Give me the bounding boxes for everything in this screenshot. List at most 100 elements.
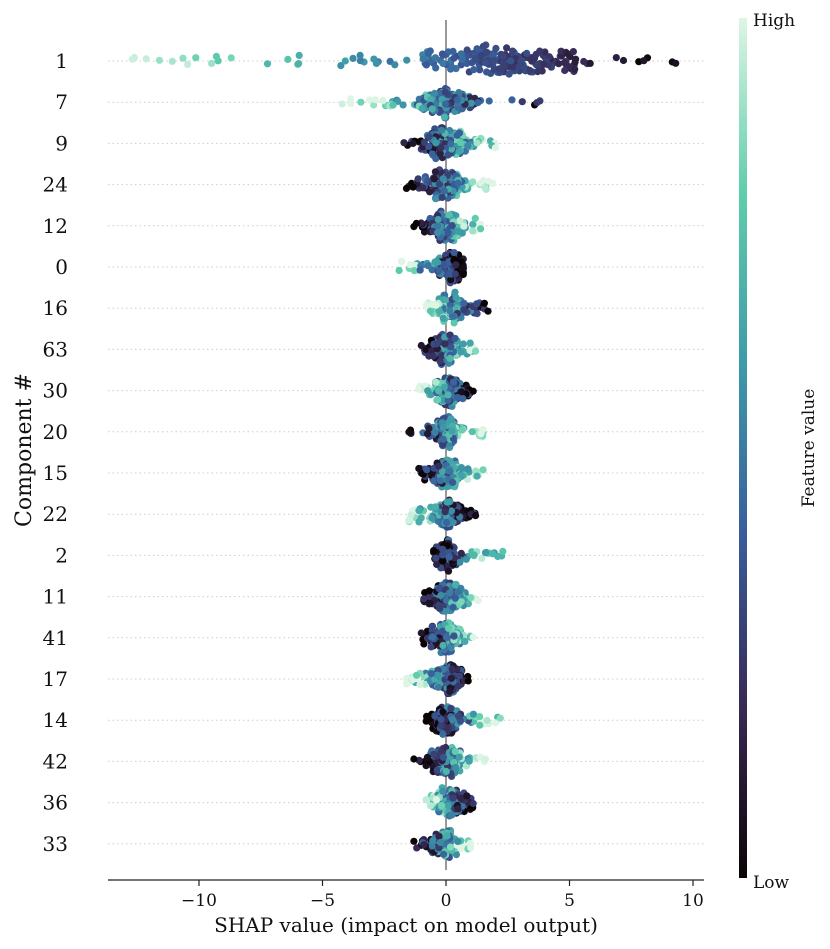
data-point <box>437 715 445 724</box>
data-point <box>448 63 456 71</box>
data-point <box>437 721 445 730</box>
data-point <box>440 850 448 858</box>
data-point <box>449 603 457 611</box>
data-point <box>444 396 452 404</box>
colorbar-title: Feature value <box>799 389 819 508</box>
data-point <box>439 545 447 553</box>
data-point <box>439 730 447 738</box>
data-point <box>491 144 499 152</box>
data-point <box>500 61 508 69</box>
x-ticks: −10 −5 0 5 10 <box>181 880 704 911</box>
data-point <box>436 477 445 485</box>
data-point <box>444 229 452 237</box>
data-point <box>432 139 440 147</box>
data-point <box>499 52 507 60</box>
data-point <box>410 755 418 763</box>
y-tick-label: 15 <box>43 461 68 485</box>
data-point <box>438 801 446 810</box>
data-point <box>430 175 438 183</box>
data-point <box>372 59 380 67</box>
y-tick-label: 14 <box>43 708 68 732</box>
data-point <box>532 50 540 59</box>
data-point <box>451 747 459 756</box>
data-point <box>433 560 441 568</box>
data-point <box>428 347 436 355</box>
data-point <box>473 139 481 147</box>
data-point <box>458 426 466 434</box>
data-point <box>536 97 544 105</box>
data-point <box>473 310 481 318</box>
row-guide-lines <box>108 60 704 845</box>
data-point <box>439 435 447 443</box>
data-point <box>479 466 487 474</box>
data-point <box>434 396 442 404</box>
data-point <box>442 633 450 641</box>
data-point <box>428 514 436 522</box>
data-point <box>561 66 569 75</box>
data-point <box>440 187 448 195</box>
data-point <box>534 68 542 76</box>
data-point <box>446 301 454 309</box>
data-point <box>417 341 425 350</box>
y-tick-label: 20 <box>43 420 68 444</box>
x-axis-title: SHAP value (impact on model output) <box>214 913 598 937</box>
data-point <box>422 61 430 69</box>
data-point <box>434 229 442 237</box>
data-point <box>415 385 423 393</box>
data-point <box>464 677 472 685</box>
x-tick-label: 5 <box>564 891 575 911</box>
data-point <box>569 48 578 56</box>
data-point <box>451 334 459 343</box>
data-point <box>435 307 443 315</box>
data-point <box>482 59 490 67</box>
x-tick-label: 10 <box>682 891 704 911</box>
data-point <box>450 319 458 327</box>
data-point <box>446 687 454 696</box>
data-point <box>406 261 414 269</box>
data-point <box>508 96 516 104</box>
data-point <box>420 841 428 849</box>
data-point <box>462 555 470 563</box>
data-point <box>505 70 513 78</box>
data-point <box>444 802 452 810</box>
data-point <box>434 222 442 230</box>
data-point <box>419 55 427 63</box>
data-point <box>432 195 440 203</box>
data-point <box>428 842 436 850</box>
data-point <box>451 288 459 296</box>
data-point <box>455 682 463 690</box>
data-point <box>580 57 588 66</box>
data-point <box>460 222 468 230</box>
data-point <box>436 838 444 847</box>
data-point <box>489 179 497 188</box>
data-point <box>425 133 433 141</box>
data-point <box>478 554 486 563</box>
data-point <box>446 354 454 362</box>
data-point <box>452 261 460 269</box>
data-point <box>426 307 435 315</box>
colorbar <box>739 18 747 878</box>
data-point <box>492 719 500 727</box>
data-point <box>432 301 440 309</box>
data-point <box>470 551 478 559</box>
data-point <box>446 843 454 851</box>
data-point <box>481 755 490 763</box>
data-point <box>389 101 397 109</box>
data-point <box>459 270 467 279</box>
data-point <box>441 340 449 348</box>
data-point <box>429 352 437 360</box>
data-point <box>432 64 440 72</box>
colorbar-low-label: Low <box>753 873 790 893</box>
data-point <box>435 832 443 841</box>
data-point <box>442 767 450 776</box>
data-point <box>467 844 475 852</box>
data-point <box>425 424 433 432</box>
data-point <box>503 44 511 52</box>
data-point <box>449 794 457 802</box>
y-tick-label: 2 <box>55 543 68 567</box>
data-point <box>465 757 473 765</box>
y-tick-label: 24 <box>43 173 68 197</box>
data-point <box>508 47 517 55</box>
data-point <box>212 52 220 61</box>
